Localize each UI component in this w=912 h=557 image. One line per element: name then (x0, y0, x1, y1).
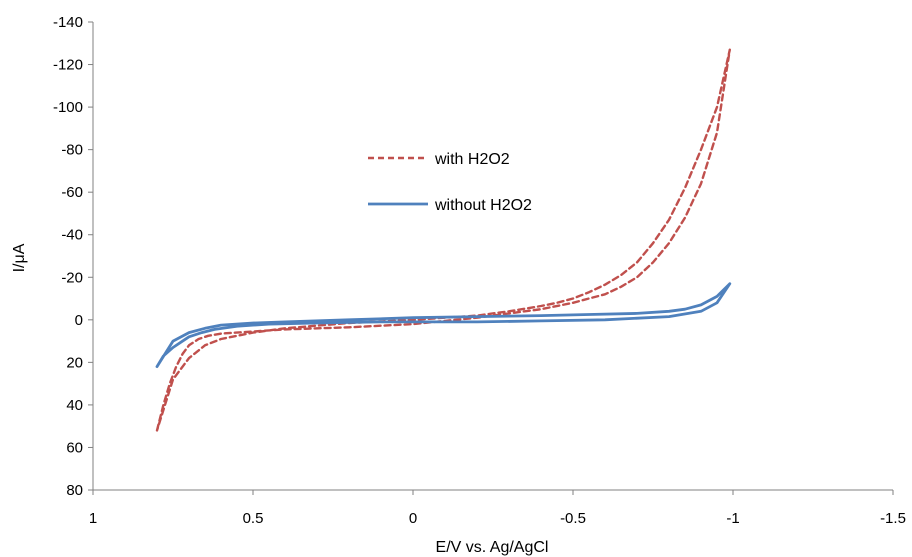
axes (92, 22, 893, 491)
y-tick-label: -140 (53, 14, 83, 31)
plot-area (155, 48, 732, 432)
y-tick-label: -80 (61, 142, 83, 159)
x-axis-title: E/V vs. Ag/AgCl (436, 539, 549, 556)
x-tick-label: -0.5 (560, 510, 586, 527)
legend-label-without-h2o2: without H2O2 (434, 197, 532, 214)
legend-label-with-h2o2: with H2O2 (434, 151, 510, 168)
x-tick-label: -1.5 (880, 510, 906, 527)
series-line-without-h2o2 (155, 282, 732, 368)
x-tick-label: 0.5 (243, 510, 264, 527)
legend: with H2O2 without H2O2 (368, 151, 532, 214)
y-tick-label: -20 (61, 269, 83, 286)
y-tick-label: 40 (66, 397, 83, 414)
x-tick-label: -1 (726, 510, 739, 527)
y-tick-label: -60 (61, 184, 83, 201)
y-tick-label: 0 (75, 312, 83, 329)
y-tick-label: -40 (61, 227, 83, 244)
y-axis-title: I/μA (11, 243, 28, 272)
y-tick-label: 20 (66, 354, 83, 371)
y-tick-label: 80 (66, 482, 83, 499)
y-tick-label: -100 (53, 99, 83, 116)
x-tick-label: 0 (409, 510, 417, 527)
series-line-with-h2o2 (155, 48, 731, 432)
x-tick-label: 1 (89, 510, 97, 527)
y-tick-label: -120 (53, 57, 83, 74)
y-tick-label: 60 (66, 439, 83, 456)
ticks: -140 -120 -100 -80 -60 -40 -20 0 20 40 60 80 1 0.5 0 -0… (53, 14, 906, 527)
